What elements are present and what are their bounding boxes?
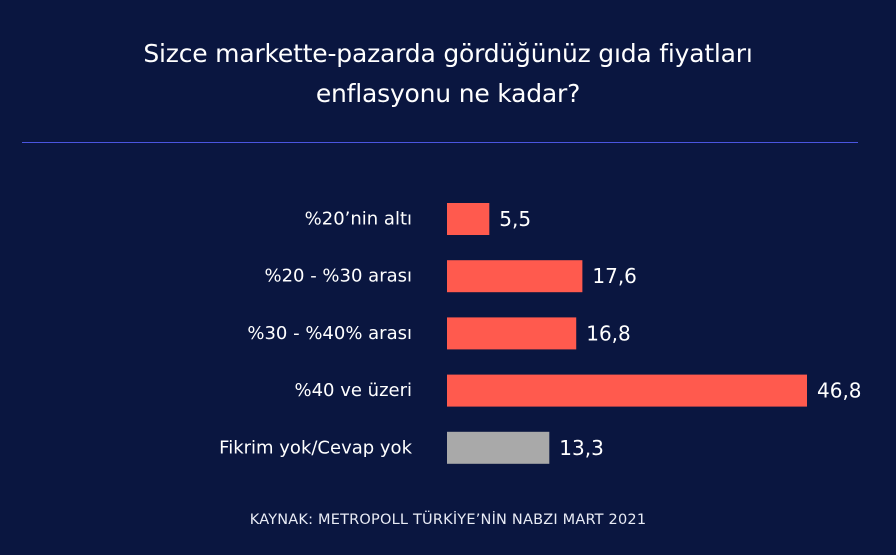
category-label: %30 - %40% arası: [247, 323, 412, 344]
chart-title: Sizce markette-pazarda gördüğünüz gıda f…: [0, 34, 896, 114]
category-label: %20’nin altı: [305, 209, 412, 230]
value-label: 5,5: [499, 207, 531, 231]
title-divider: [22, 142, 858, 143]
bar: [447, 260, 583, 293]
category-label: %20 - %30 arası: [264, 266, 412, 287]
value-label: 46,8: [817, 379, 862, 403]
bar: [447, 374, 807, 407]
bar: [447, 431, 550, 464]
bar: [447, 317, 577, 350]
value-label: 13,3: [559, 436, 604, 460]
source-note: KAYNAK: METROPOLL TÜRKİYE’NİN NABZI MART…: [249, 512, 647, 528]
value-label: 17,6: [592, 264, 637, 288]
chart-title-line-2: enflasyonu ne kadar?: [315, 79, 581, 108]
bar: [447, 203, 490, 235]
value-label: 16,8: [586, 321, 631, 345]
category-label: %40 ve üzeri: [294, 380, 412, 401]
chart-title-line-1: Sizce markette-pazarda gördüğünüz gıda f…: [143, 39, 753, 68]
category-label: Fikrim yok/Cevap yok: [219, 437, 412, 458]
